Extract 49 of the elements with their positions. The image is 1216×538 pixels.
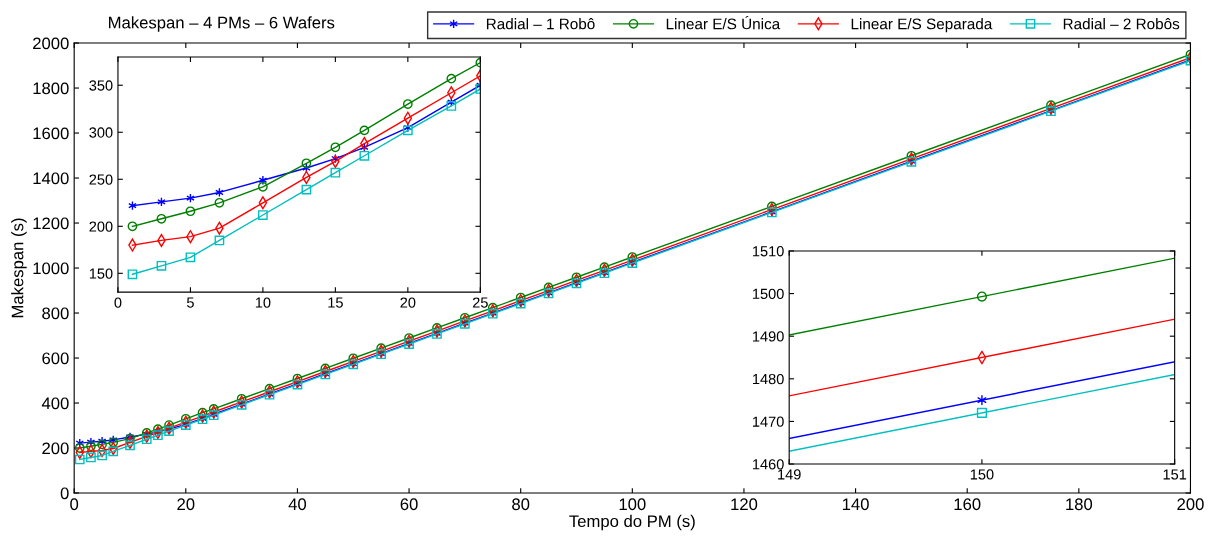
x-tick-label: 15 (328, 297, 343, 308)
y-tick-label: 150 (89, 268, 113, 279)
x-tick-label: 140 (842, 498, 869, 511)
x-tick-label: 0 (114, 297, 122, 308)
x-tick-label: 120 (731, 498, 758, 511)
x-tick-label: 20 (177, 498, 195, 511)
y-tick-label: 1470 (753, 416, 784, 427)
y-tick-label: 800 (42, 307, 69, 320)
y-tick-label: 600 (42, 352, 69, 365)
x-tick-label: 151 (1163, 469, 1187, 480)
x-tick-label: 200 (1177, 498, 1204, 511)
y-tick-label: 1510 (753, 246, 784, 257)
x-tick-label: 0 (70, 498, 79, 511)
x-tick-label: 150 (970, 469, 994, 480)
x-tick-label: 5 (186, 297, 194, 308)
y-tick-label: 0 (60, 487, 69, 500)
y-tick-label: 1480 (753, 373, 784, 385)
y-tick-label: 1400 (33, 172, 69, 185)
y-tick-label: 200 (42, 442, 69, 455)
y-tick-label: 1500 (753, 288, 784, 300)
x-tick-label: 80 (512, 498, 530, 511)
y-tick-label: 200 (89, 221, 113, 232)
x-tick-label: 40 (288, 498, 307, 511)
y-tick-label: 1460 (753, 459, 784, 470)
x-tick-label: 25 (472, 297, 488, 308)
x-axis-title: Tempo do PM (s) (569, 514, 695, 531)
y-axis-title: Makespan (s) (11, 218, 27, 318)
x-tick-label: 160 (954, 498, 981, 511)
legend-label: Radial – 1 Robô (486, 18, 595, 30)
y-tick-label: 2000 (33, 37, 69, 50)
y-tick-label: 1200 (33, 217, 69, 230)
x-tick-label: 180 (1066, 498, 1093, 511)
y-tick-label: 1000 (33, 262, 69, 275)
chart-title: Makespan – 4 PMs – 6 Wafers (109, 16, 335, 32)
x-tick-label: 60 (400, 498, 418, 511)
y-tick-label: 400 (41, 397, 69, 410)
x-tick-label: 100 (619, 498, 646, 511)
y-tick-label: 1490 (753, 331, 784, 342)
x-tick-label: 149 (778, 469, 801, 480)
x-tick-label: 10 (255, 297, 271, 308)
y-tick-label: 1600 (33, 127, 69, 140)
y-tick-label: 350 (89, 80, 113, 91)
x-tick-label: 20 (400, 297, 416, 308)
legend-label: Linear E/S Única (666, 15, 781, 30)
y-tick-label: 250 (89, 174, 113, 185)
legend-label: Radial – 2 Robôs (1063, 18, 1180, 30)
y-tick-label: 1800 (33, 82, 69, 95)
y-tick-label: 300 (89, 127, 113, 138)
legend-label: Linear E/S Separada (851, 18, 993, 33)
